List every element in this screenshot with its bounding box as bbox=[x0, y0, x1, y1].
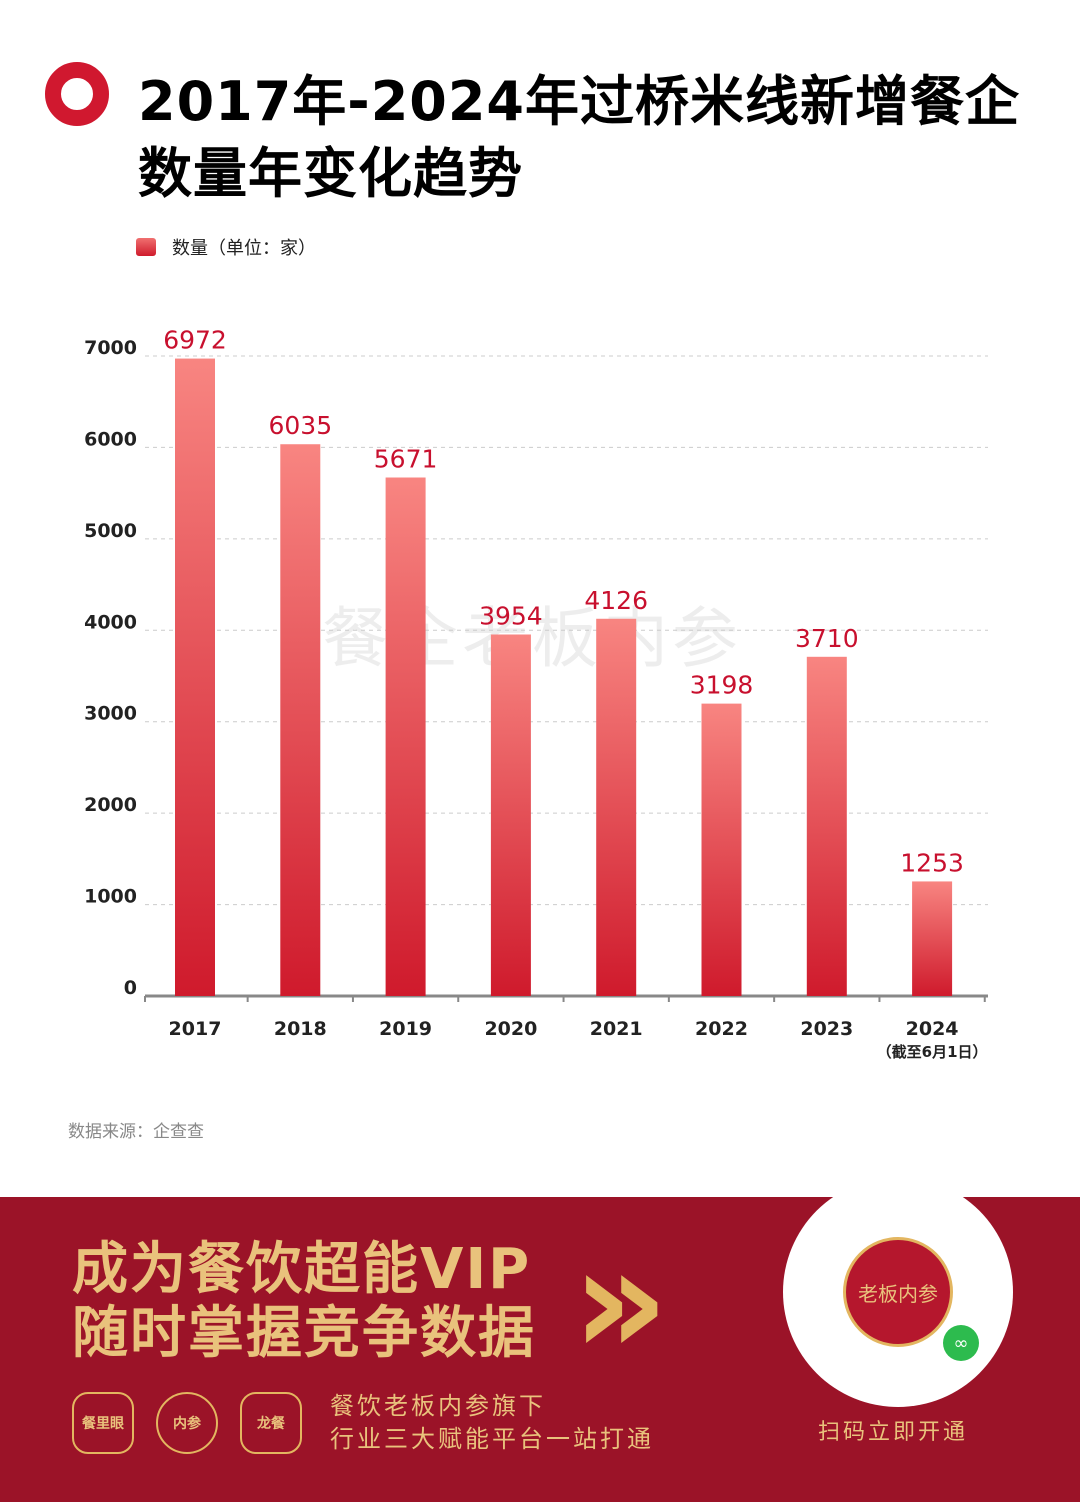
promo-slogan: 成为餐饮超能VIP 随时掌握竞争数据 bbox=[72, 1238, 536, 1366]
x-tick-label: 2024 bbox=[906, 1018, 959, 1040]
y-tick-label: 3000 bbox=[84, 703, 137, 725]
longcan-logo: 龙餐 bbox=[240, 1392, 302, 1454]
data-label: 1253 bbox=[900, 848, 964, 877]
legend-swatch bbox=[136, 238, 156, 256]
x-tick-label: 2021 bbox=[590, 1018, 643, 1040]
x-tick-label: 2022 bbox=[695, 1018, 748, 1040]
x-tick-label: 2020 bbox=[484, 1018, 537, 1040]
bar-2018 bbox=[280, 444, 321, 996]
page-title: 2017年-2024年过桥米线新增餐企 数量年变化趋势 bbox=[138, 66, 1020, 210]
canliyan-logo: 餐里眼 bbox=[72, 1392, 134, 1454]
data-label: 3954 bbox=[479, 601, 543, 630]
legend-label: 数量（单位：家） bbox=[172, 238, 316, 259]
data-label: 3198 bbox=[690, 671, 754, 700]
subtext-line-1: 餐饮老板内参旗下 bbox=[330, 1392, 546, 1420]
x-tick-label: 2019 bbox=[379, 1018, 432, 1040]
chevron-right-icon: » bbox=[572, 1215, 669, 1389]
neican-logo: 内参 bbox=[156, 1392, 218, 1454]
bar-2021 bbox=[596, 618, 637, 996]
promo-subtext: 餐饮老板内参旗下 行业三大赋能平台一站打通 bbox=[330, 1390, 654, 1456]
y-tick-label: 1000 bbox=[84, 886, 137, 908]
title-line-1: 2017年-2024年过桥米线新增餐企 bbox=[138, 70, 1020, 133]
data-label: 6035 bbox=[268, 411, 332, 440]
data-source: 数据来源：企查查 bbox=[68, 1122, 204, 1142]
y-tick-label: 6000 bbox=[84, 428, 137, 450]
bar-2020 bbox=[490, 634, 531, 996]
y-tick-label: 0 bbox=[124, 977, 137, 999]
chart-legend: 数量（单位：家） bbox=[136, 234, 316, 260]
data-label: 3710 bbox=[795, 624, 859, 653]
y-tick-label: 2000 bbox=[84, 794, 137, 816]
x-tick-label: 2017 bbox=[169, 1018, 222, 1040]
title-line-2: 数量年变化趋势 bbox=[138, 142, 523, 205]
mini-program-qr-code[interactable]: 老板内参 ∞ bbox=[783, 1177, 1013, 1407]
bar-2022 bbox=[701, 703, 742, 996]
bar-2024 bbox=[912, 881, 953, 996]
data-label: 4126 bbox=[584, 586, 648, 615]
bar-chart: 0 1000 2000 3000 4000 5000 6000 7000 6972 2017 603… bbox=[84, 326, 988, 1061]
data-label: 6972 bbox=[163, 326, 227, 355]
bar-2023 bbox=[806, 656, 847, 996]
x-tick-note: （截至6月1日） bbox=[877, 1043, 988, 1061]
bar-2019 bbox=[385, 477, 426, 997]
y-tick-label: 4000 bbox=[84, 611, 137, 633]
slogan-line-1: 成为餐饮超能VIP bbox=[72, 1237, 532, 1302]
x-tick-label: 2023 bbox=[800, 1018, 853, 1040]
title-bullet-icon bbox=[45, 62, 109, 126]
qr-seal-logo: 老板内参 bbox=[843, 1237, 953, 1347]
x-tick-label: 2018 bbox=[274, 1018, 327, 1040]
slogan-line-2: 随时掌握竞争数据 bbox=[72, 1301, 536, 1366]
bar-2017 bbox=[175, 358, 215, 996]
mini-program-icon: ∞ bbox=[943, 1325, 979, 1361]
data-label: 5671 bbox=[374, 445, 438, 474]
y-tick-label: 5000 bbox=[84, 520, 137, 542]
y-tick-label: 7000 bbox=[84, 337, 137, 359]
scan-label: 扫码立即开通 bbox=[818, 1420, 969, 1445]
subtext-line-2: 行业三大赋能平台一站打通 bbox=[330, 1425, 654, 1453]
